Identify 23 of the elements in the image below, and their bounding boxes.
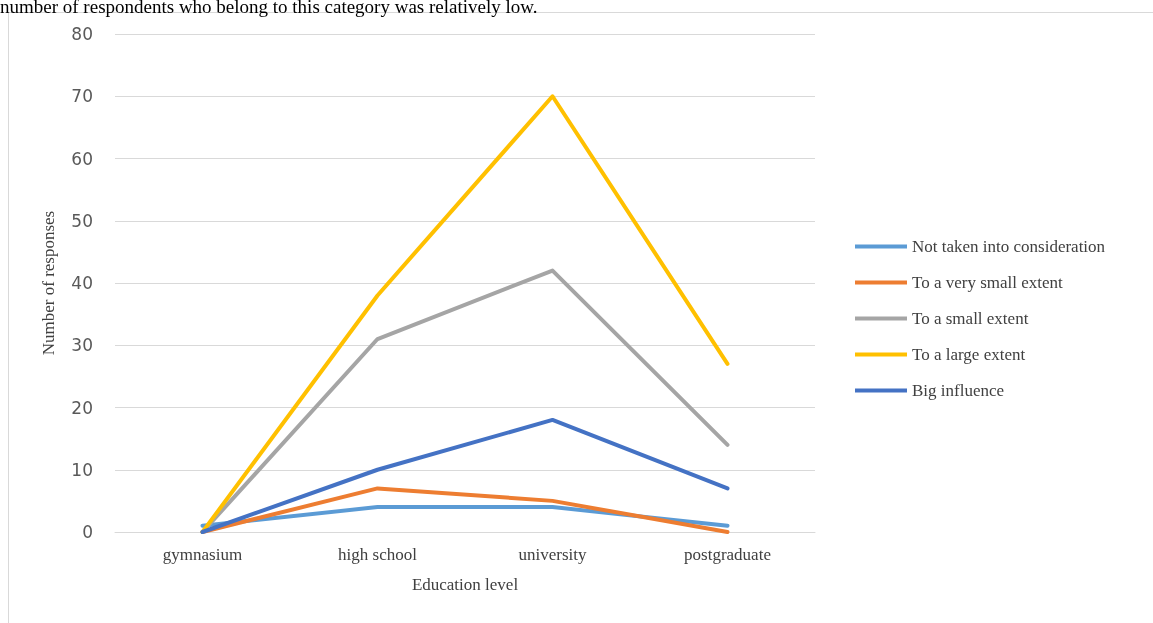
legend-label: Big influence xyxy=(912,381,1005,400)
y-tick-label: 20 xyxy=(71,397,93,418)
y-tick-label: 0 xyxy=(82,522,93,542)
y-tick-label: 40 xyxy=(71,273,93,293)
legend-label: Not taken into consideration xyxy=(912,237,1106,256)
y-axis-title: Number of responses xyxy=(39,210,58,356)
x-tick-label: high school xyxy=(338,545,418,564)
x-tick-label: university xyxy=(518,545,587,564)
y-tick-label: 10 xyxy=(71,459,93,480)
y-tick-label: 60 xyxy=(71,148,93,169)
legend-label: To a large extent xyxy=(912,345,1026,364)
y-tick-label: 80 xyxy=(71,24,93,44)
x-tick-label: gymnasium xyxy=(162,545,243,564)
line-series xyxy=(200,417,730,534)
text: number of respondents who belong to this category was relatively low. xyxy=(0,0,538,18)
legend-label: To a small extent xyxy=(912,309,1029,328)
legend-label: To a very small extent xyxy=(912,273,1064,292)
y-tick-label: 70 xyxy=(71,86,93,107)
y-tick-label: 50 xyxy=(71,210,93,231)
line-series xyxy=(200,94,730,534)
x-axis-title: Education level xyxy=(411,575,519,594)
x-tick-label: postgraduate xyxy=(684,545,771,564)
y-tick-label: 30 xyxy=(71,335,93,356)
